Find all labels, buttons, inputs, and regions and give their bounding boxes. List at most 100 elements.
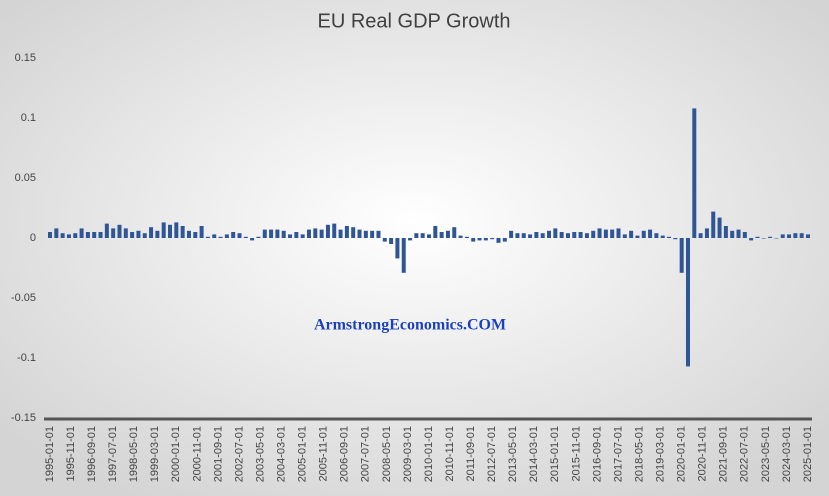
bar bbox=[262, 229, 267, 238]
bar bbox=[704, 228, 709, 238]
bar bbox=[565, 233, 570, 238]
bar bbox=[104, 223, 109, 238]
x-tick-label: 2005-11-01 bbox=[318, 426, 330, 481]
bar bbox=[629, 230, 634, 238]
bar bbox=[622, 234, 627, 238]
x-tick-label: 2012-07-01 bbox=[486, 426, 498, 482]
bar bbox=[48, 232, 52, 238]
bar bbox=[382, 238, 387, 242]
bar bbox=[711, 211, 716, 238]
bar bbox=[243, 236, 248, 238]
bar bbox=[660, 235, 665, 238]
bar bbox=[439, 232, 444, 238]
bar bbox=[269, 229, 274, 238]
bar bbox=[528, 234, 533, 238]
bar bbox=[344, 226, 349, 238]
bar bbox=[458, 235, 463, 238]
bar bbox=[717, 217, 722, 238]
x-tick-label: 2018-05-01 bbox=[633, 426, 645, 482]
x-tick-label: 2020-01-01 bbox=[676, 426, 688, 482]
bar bbox=[578, 232, 583, 238]
bar bbox=[332, 223, 337, 238]
bar bbox=[780, 234, 785, 238]
bar bbox=[275, 229, 280, 238]
x-tick-label: 1996-09-01 bbox=[86, 426, 98, 482]
bar bbox=[597, 228, 602, 238]
bar bbox=[553, 228, 558, 238]
bar bbox=[237, 233, 242, 238]
y-tick-label: 0.1 bbox=[21, 112, 36, 124]
bar bbox=[610, 229, 615, 238]
bar bbox=[698, 233, 703, 238]
bar bbox=[54, 228, 59, 238]
bar bbox=[281, 230, 286, 238]
bar bbox=[515, 233, 520, 238]
x-tick-label: 2022-07-01 bbox=[739, 426, 751, 482]
x-tick-label: 2019-03-01 bbox=[655, 426, 667, 482]
bar bbox=[755, 236, 760, 238]
bar bbox=[174, 222, 179, 238]
bar bbox=[224, 234, 229, 238]
y-tick-label: 0 bbox=[30, 232, 36, 244]
bar bbox=[806, 234, 810, 238]
y-tick-label: -0.1 bbox=[17, 352, 36, 364]
bar bbox=[787, 234, 792, 238]
bar bbox=[155, 230, 160, 238]
bar bbox=[60, 233, 65, 238]
bar bbox=[420, 233, 425, 238]
x-tick-label: 2015-01-01 bbox=[549, 426, 561, 482]
bar bbox=[648, 229, 653, 238]
x-tick-label: 2009-03-01 bbox=[402, 426, 414, 482]
x-tick-label: 2010-01-01 bbox=[423, 426, 435, 482]
bar bbox=[288, 234, 293, 238]
bar bbox=[325, 224, 330, 238]
bar bbox=[73, 233, 78, 238]
x-tick-label: 2011-09-01 bbox=[465, 426, 477, 481]
bar bbox=[521, 233, 526, 238]
bar bbox=[111, 228, 116, 238]
bar bbox=[477, 238, 482, 241]
bar bbox=[408, 238, 413, 241]
bar bbox=[180, 226, 185, 238]
bar bbox=[654, 233, 659, 238]
bar bbox=[603, 229, 608, 238]
x-tick-label: 2023-05-01 bbox=[760, 426, 772, 482]
bar bbox=[584, 233, 589, 238]
bar bbox=[723, 226, 728, 238]
bar bbox=[742, 232, 747, 238]
bar bbox=[401, 238, 406, 273]
bar bbox=[540, 233, 545, 238]
bar bbox=[692, 108, 697, 239]
bar bbox=[445, 230, 450, 238]
bar bbox=[799, 233, 804, 238]
bar bbox=[338, 229, 343, 238]
bar bbox=[496, 238, 501, 243]
bar bbox=[256, 236, 261, 238]
bar bbox=[395, 238, 400, 259]
bar bbox=[547, 230, 552, 238]
x-tick-label: 2000-01-01 bbox=[170, 426, 182, 482]
bar bbox=[572, 232, 577, 238]
bar bbox=[92, 232, 97, 238]
bar bbox=[414, 233, 419, 238]
bar bbox=[433, 226, 438, 238]
bar bbox=[376, 230, 381, 238]
bar bbox=[793, 233, 798, 238]
bar bbox=[313, 228, 318, 238]
bar bbox=[749, 238, 754, 241]
bar bbox=[212, 234, 217, 238]
bar bbox=[231, 232, 236, 238]
x-tick-label: 2025-01-01 bbox=[802, 426, 814, 482]
x-tick-label: 2014-03-01 bbox=[528, 426, 540, 482]
bar bbox=[66, 234, 71, 238]
y-tick-label: 0.05 bbox=[15, 172, 36, 184]
y-tick-label: 0.15 bbox=[15, 52, 36, 64]
watermark: ArmstrongEconomics.COM bbox=[314, 317, 506, 334]
bar bbox=[452, 227, 457, 238]
x-tick-label: 2007-07-01 bbox=[360, 426, 372, 482]
x-tick-label: 2021-09-01 bbox=[718, 426, 730, 482]
bar bbox=[736, 229, 741, 238]
x-tick-label: 2015-11-01 bbox=[570, 426, 582, 481]
